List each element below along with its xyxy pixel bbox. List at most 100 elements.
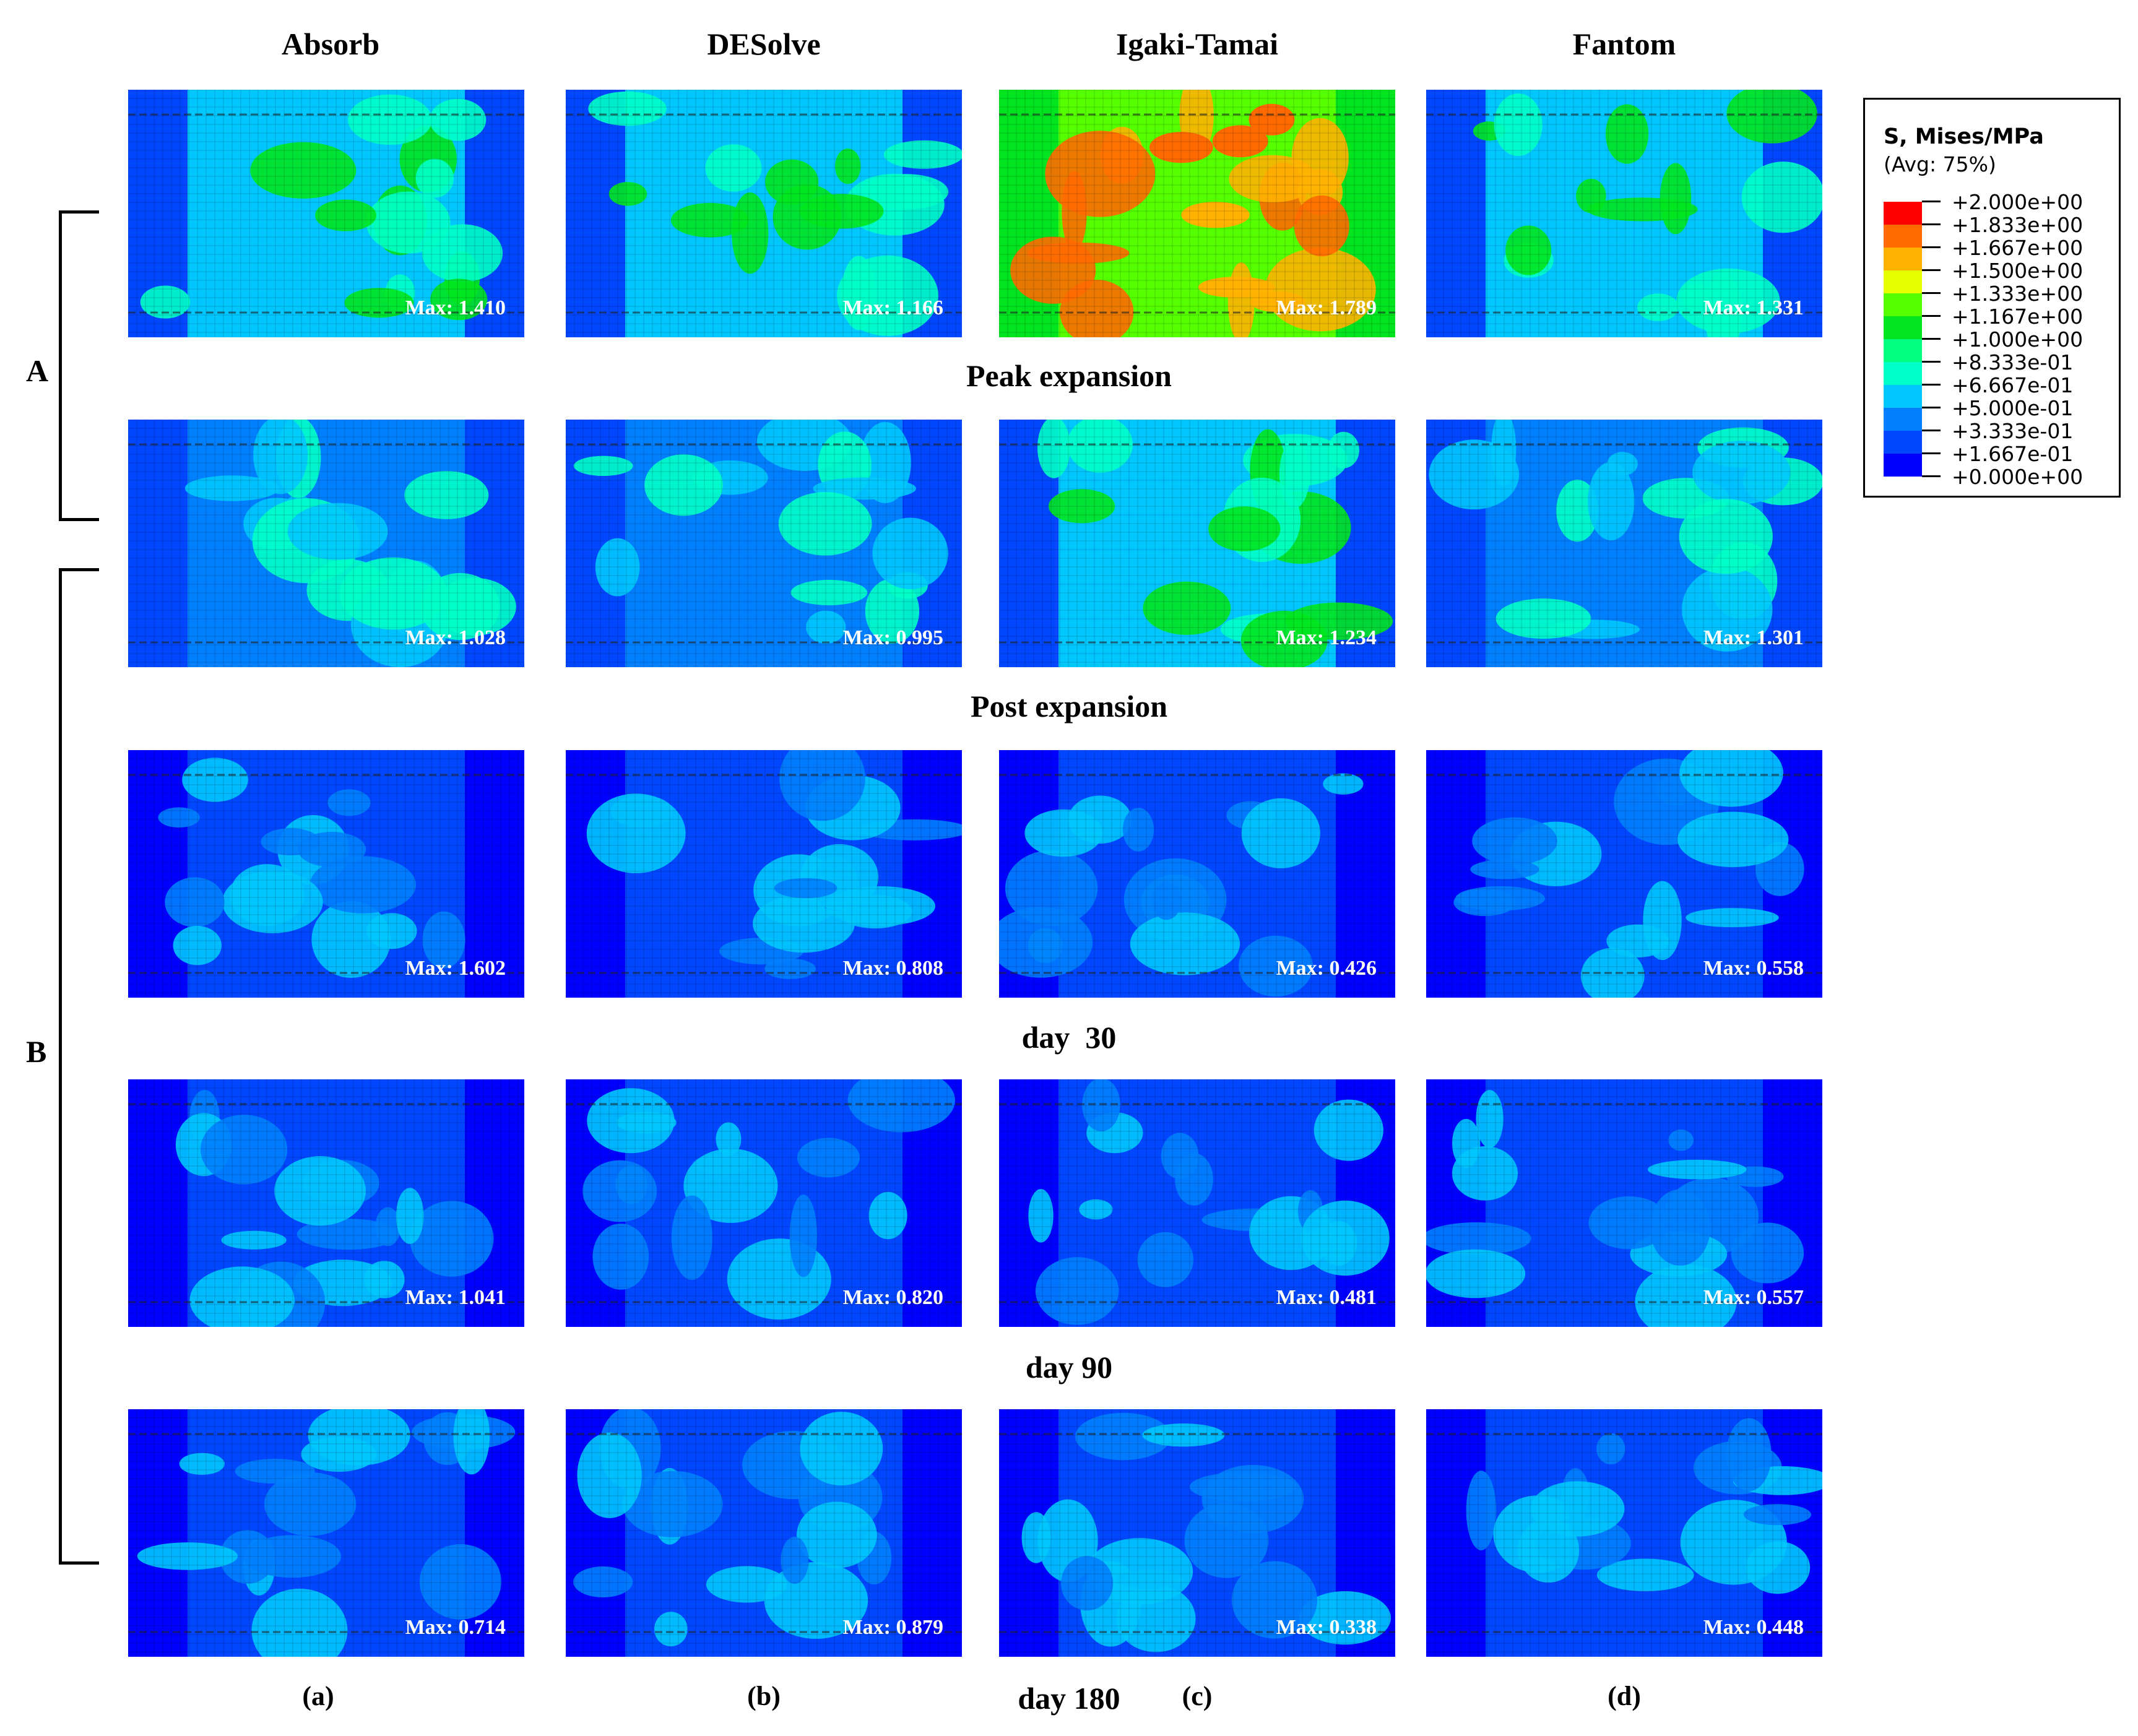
contour-blob	[1279, 440, 1310, 509]
legend-value: +1.500e+00	[1952, 259, 2084, 283]
max-stress-label: Max: 1.410	[405, 296, 506, 319]
contour-hotspot	[1250, 291, 1305, 313]
legend-value: +1.667e-01	[1952, 442, 2074, 466]
legend-value: +8.333e-01	[1952, 350, 2074, 374]
contour-blob	[835, 148, 861, 184]
contour-blob	[375, 1207, 401, 1246]
mesh-grid	[128, 90, 524, 337]
contour-blob	[705, 144, 762, 192]
contour-blob	[1175, 1153, 1213, 1206]
contour-blob	[1682, 283, 1711, 311]
contour-blob	[396, 1188, 424, 1244]
contour-blob	[573, 1566, 633, 1598]
contour-blob	[1726, 90, 1817, 144]
legend-value: +6.667e-01	[1952, 373, 2074, 397]
legend-value: +3.333e-01	[1952, 419, 2074, 443]
contour-blob	[1028, 1189, 1054, 1243]
contour-blob	[716, 1122, 742, 1156]
contour-blob	[644, 454, 723, 516]
contour-blob	[683, 1148, 778, 1224]
stress-contour-panel: Max: 1.234	[999, 420, 1395, 667]
sublabel-a: (a)	[302, 1681, 334, 1711]
contour-blob	[789, 1194, 818, 1277]
contour-blob	[1605, 104, 1649, 164]
mesh-grid	[999, 420, 1395, 667]
contour-blob	[296, 1219, 399, 1250]
stress-contour-panel: Max: 0.426	[999, 750, 1395, 998]
legend-subtitle: (Avg: 75%)	[1884, 152, 1996, 176]
contour-blob	[1239, 935, 1314, 997]
legend-swatch-5	[1884, 316, 2113, 339]
contour-blob	[587, 1088, 675, 1154]
legend-swatch-0	[1884, 202, 2113, 225]
contour-blob	[1037, 420, 1071, 478]
contour-plot	[566, 1409, 962, 1657]
contour-blob	[184, 475, 279, 501]
legend-value: +1.167e+00	[1952, 304, 2084, 329]
contour-plot	[566, 1079, 962, 1327]
max-stress-label: Max: 1.602	[405, 957, 506, 980]
contour-blob	[1301, 1200, 1390, 1276]
max-stress-label: Max: 0.879	[842, 1616, 943, 1639]
contour-blob	[837, 255, 938, 336]
contour-blob	[622, 1470, 723, 1537]
contour-blob	[999, 907, 1093, 978]
contour-blob	[1704, 272, 1742, 337]
stress-contour-panel: Max: 0.481	[999, 1079, 1395, 1327]
contour-hotspot	[1198, 277, 1275, 298]
contour-blob	[1027, 242, 1130, 264]
contour-plot	[128, 420, 524, 667]
contour-blob	[1130, 912, 1240, 975]
contour-blob	[868, 1191, 907, 1240]
legend-swatch-11	[1884, 454, 2113, 477]
contour-blob	[221, 1230, 287, 1250]
row-label-post-expansion: Post expansion	[970, 689, 1168, 723]
legend-value: +0.000e+00	[1952, 465, 2084, 489]
mesh-grid	[999, 750, 1395, 998]
legend-value: +2.000e+00	[1952, 190, 2084, 214]
contour-blob	[173, 926, 222, 965]
contour-blob	[1743, 1504, 1812, 1526]
legend-value: +1.333e+00	[1952, 282, 2084, 306]
contour-plot	[999, 750, 1395, 998]
mesh-grid	[128, 750, 524, 998]
max-stress-label: Max: 1.331	[1703, 296, 1804, 319]
contour-blob	[1679, 750, 1783, 807]
mesh-grid	[128, 1409, 524, 1657]
contour-blob	[251, 1588, 348, 1657]
contour-blob	[790, 579, 868, 605]
contour-blob	[586, 793, 686, 874]
contour-blob	[1294, 195, 1349, 257]
mesh-grid	[1426, 420, 1822, 667]
contour-blob	[410, 1201, 494, 1277]
contour-blob	[1668, 1129, 1694, 1151]
legend-swatch-9	[1884, 408, 2113, 431]
contour-blob	[1518, 1518, 1580, 1583]
legend-swatch-2	[1884, 248, 2113, 270]
contour-blob	[671, 1195, 712, 1280]
sublabel-c: (c)	[1182, 1681, 1213, 1711]
legend-title: S, Mises/MPa	[1884, 124, 2044, 149]
contour-blob	[1005, 850, 1098, 926]
max-stress-label: Max: 0.820	[842, 1286, 943, 1309]
contour-blob	[339, 557, 448, 630]
stress-contour-panel: Max: 1.410	[128, 90, 524, 337]
contour-plot	[999, 1409, 1395, 1657]
contour-blob	[311, 901, 391, 978]
mesh-grid	[566, 750, 962, 998]
max-stress-label: Max: 0.714	[405, 1616, 506, 1639]
contour-blob	[847, 1079, 955, 1133]
contour-blob	[781, 1537, 809, 1584]
contour-blob	[765, 159, 819, 205]
contour-blob	[1494, 93, 1543, 157]
contour-blob	[1726, 1418, 1772, 1492]
contour-blob	[582, 1160, 657, 1222]
contour-blob	[422, 224, 503, 282]
contour-blob	[422, 911, 465, 969]
stress-contour-panel: Max: 0.448	[1426, 1409, 1822, 1657]
max-stress-label: Max: 0.426	[1276, 957, 1377, 980]
contour-blob	[1086, 1538, 1193, 1605]
contour-blob	[1184, 1503, 1269, 1578]
contour-blob	[883, 140, 962, 169]
legend-swatch-7	[1884, 362, 2113, 385]
